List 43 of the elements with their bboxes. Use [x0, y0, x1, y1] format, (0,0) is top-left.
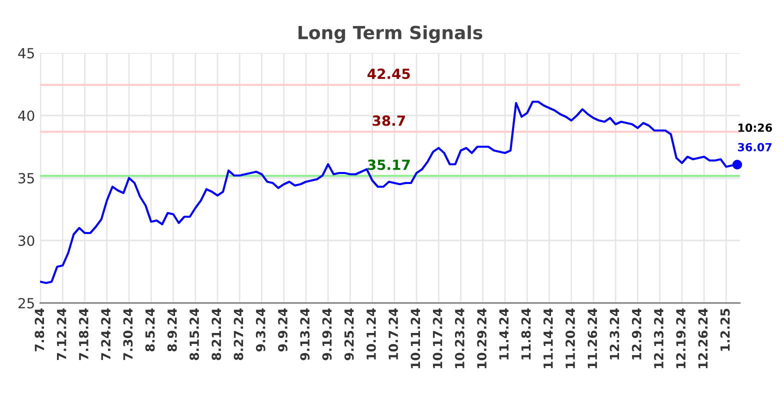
- annotation: 10:26: [738, 124, 772, 132]
- ref-line-label: 38.7: [372, 115, 405, 126]
- x-tick-label: 11.26.24: [588, 308, 598, 368]
- x-tick-label: 10.11.24: [410, 308, 420, 368]
- x-tick-label: 11.14.24: [543, 308, 553, 368]
- x-tick-label: 12.3.24: [610, 308, 620, 360]
- x-tick-label: 11.8.24: [521, 308, 531, 360]
- x-tick-label: 12.26.24: [698, 308, 708, 368]
- x-tick-label: 7.8.24: [34, 308, 44, 352]
- x-tick-label: 12.13.24: [654, 308, 664, 368]
- x-tick-label: 10.1.24: [366, 308, 376, 360]
- chart-title: Long Term Signals: [298, 25, 482, 44]
- x-tick-label: 9.3.24: [256, 308, 266, 352]
- x-tick-label: 10.29.24: [477, 308, 487, 368]
- x-tick-label: 10.7.24: [388, 308, 398, 360]
- ref-line-label: 42.45: [368, 68, 410, 80]
- x-tick-label: 9.19.24: [322, 308, 332, 360]
- x-tick-label: 9.25.24: [344, 308, 354, 360]
- x-tick-label: 8.9.24: [167, 308, 177, 352]
- y-tick-label: 45: [18, 48, 34, 58]
- x-tick-label: 10.23.24: [454, 308, 464, 368]
- y-tick-label: 35: [18, 172, 34, 184]
- y-tick-label: 25: [18, 298, 34, 308]
- x-tick-label: 9.13.24: [300, 308, 310, 360]
- x-tick-label: 12.19.24: [676, 308, 686, 368]
- x-tick-label: 1.2.25: [720, 308, 730, 351]
- x-tick-label: 12.9.24: [632, 308, 642, 360]
- x-tick-label: 8.15.24: [190, 308, 199, 360]
- ref-line-label: 35.17: [368, 160, 410, 170]
- annotation: 36.07: [738, 142, 772, 152]
- y-tick-label: 40: [18, 110, 34, 121]
- x-tick-label: 7.24.24: [101, 308, 110, 360]
- x-tick-label: 11.4.24: [499, 308, 508, 360]
- x-tick-label: 11.20.24: [566, 308, 575, 368]
- x-tick-label: 8.21.24: [212, 308, 222, 360]
- x-tick-label: 9.9.24: [278, 308, 288, 352]
- y-tick-label: 30: [18, 235, 34, 246]
- x-tick-label: 7.18.24: [78, 308, 88, 360]
- x-tick-label: 10.17.24: [432, 308, 442, 368]
- x-tick-label: 8.5.24: [145, 308, 155, 352]
- x-tick-label: 7.30.24: [123, 308, 133, 360]
- x-tick-label: 8.27.24: [234, 308, 244, 360]
- x-tick-label: 7.12.24: [56, 308, 66, 360]
